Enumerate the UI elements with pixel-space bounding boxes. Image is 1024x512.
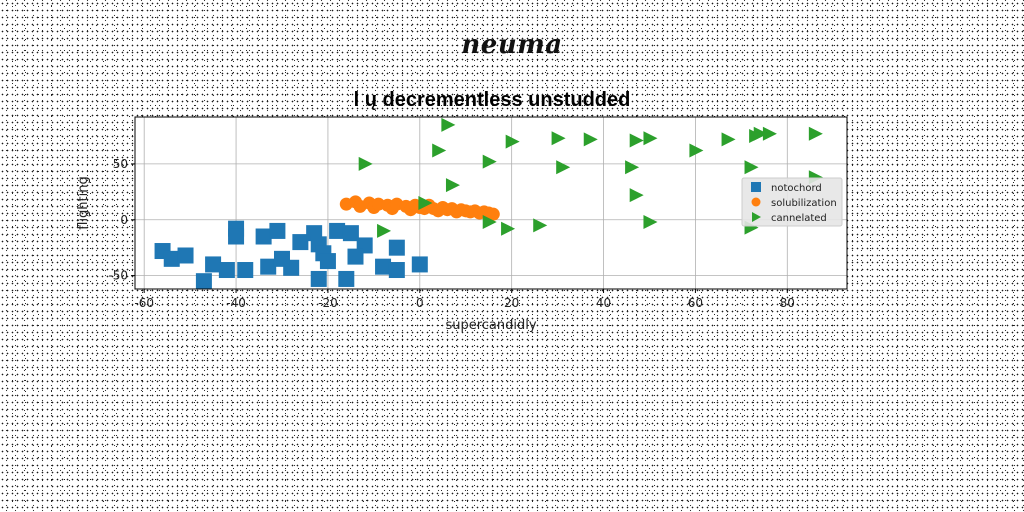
legend-label-cannelated: cannelated [771,213,827,224]
y-tick-label: -50 [108,269,128,283]
legend-label-notochord: notochord [771,183,822,194]
notochord-point [273,250,290,267]
cannelated-point [643,131,658,146]
y-axis-label: flighting [76,176,91,230]
x-axis-label: supercandidly [445,318,536,333]
cannelated-point [689,143,704,158]
notochord-point [388,239,405,256]
cannelated-point [418,196,433,210]
notochord-point [319,253,336,270]
notochord-point [292,234,309,251]
cannelated-point [643,214,658,229]
notochord-point [177,247,194,264]
x-tick-label: 60 [688,296,703,310]
cannelated-point [762,126,777,141]
notochord-point [411,256,428,273]
legend-label-solubilization: solubilization [771,198,837,209]
x-tick-label: 40 [596,296,611,310]
cannelated-point [721,132,736,147]
x-tick-label: 80 [780,296,795,310]
legend-marker-notochord [751,182,761,192]
notochord-point [269,222,286,239]
y-tick-label: 0 [120,213,128,227]
x-tick-label: 0 [416,296,424,310]
cannelated-point [556,160,571,175]
cannelated-point [432,143,447,158]
axis-ticks: -60 -40 -20 0 20 40 60 80 -50 0 50 [108,157,795,310]
chart-title: l ų decrementless unstudded [354,89,631,111]
cannelated-point [505,134,520,149]
notochord-point [310,270,327,287]
cannelated-point [533,218,548,233]
notochord-point [375,258,392,275]
notochord-point [237,262,254,279]
notochord-point [195,273,212,290]
notochord-point [342,225,359,242]
cannelated-point [551,131,566,146]
x-tick-label: -20 [318,296,338,310]
legend: notochord solubilization cannelated [741,177,843,227]
cannelated-point [358,156,373,171]
legend-marker-cannelated [752,212,761,222]
x-tick-label: -60 [134,296,154,310]
notochord-point [163,250,180,267]
legend-box [741,177,843,227]
cannelated-point [482,214,497,229]
cannelated-point [482,154,497,169]
series-notochord [154,220,428,290]
notochord-point [228,228,245,245]
cannelated-point [744,160,759,175]
notochord-point [347,248,364,265]
cannelated-point [377,223,392,238]
cannelated-point [808,126,823,141]
cannelated-point [753,126,768,141]
cannelated-point [501,221,516,236]
cannelated-point [629,188,644,203]
notochord-point [260,258,277,275]
legend-marker-solubilization [751,197,761,207]
notochord-point [388,262,405,279]
plot-area [135,117,847,289]
notochord-point [255,228,272,245]
cannelated-point [441,117,456,132]
series-cannelated [358,117,823,238]
cannelated-point [629,133,644,148]
notochord-point [205,256,222,273]
figure-suptitle: neuma [461,30,563,60]
notochord-point [329,222,346,239]
y-tick-label: 50 [113,157,128,171]
plot-frame [134,116,848,290]
cannelated-point [445,178,460,193]
data-series [154,117,823,290]
x-tick-label: -40 [226,296,246,310]
notochord-point [218,262,235,279]
x-tick-label: 20 [504,296,519,310]
cannelated-point [625,160,640,175]
notochord-point [338,270,355,287]
cannelated-point [583,132,598,147]
solubilization-point [486,207,500,221]
